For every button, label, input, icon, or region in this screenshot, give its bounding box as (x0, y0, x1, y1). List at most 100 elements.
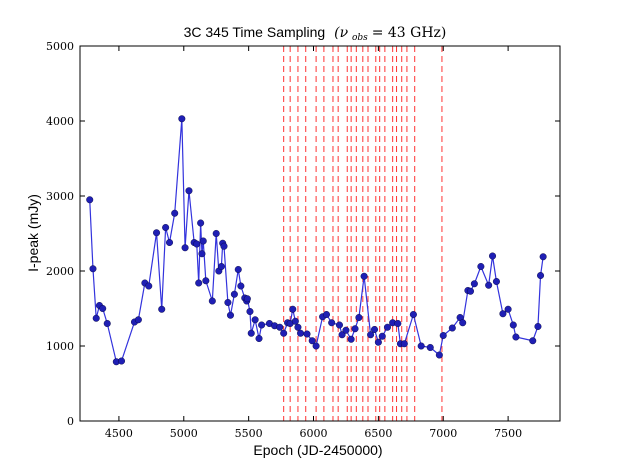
data-point-95 (509, 321, 517, 329)
data-point-73 (383, 323, 391, 331)
data-point-80 (426, 344, 434, 352)
data-point-71 (374, 338, 382, 346)
data-point-89 (477, 263, 485, 271)
title-subscript: obs (352, 33, 368, 43)
data-point-18 (181, 244, 189, 252)
data-point-14 (162, 223, 170, 231)
x-tick-label-5: 7000 (429, 427, 457, 440)
data-point-96 (512, 333, 520, 341)
data-point-94 (504, 305, 512, 313)
y-tick-label-1: 1000 (46, 340, 74, 353)
data-point-90 (485, 281, 493, 289)
data-point-7 (118, 357, 126, 365)
y-tick-label-5: 5000 (46, 40, 74, 53)
data-point-17 (178, 115, 186, 123)
data-point-33 (224, 299, 232, 307)
data-point-62 (335, 321, 343, 329)
data-point-77 (400, 340, 408, 348)
data-point-2 (92, 314, 100, 322)
data-point-9 (134, 316, 142, 324)
data-point-44 (255, 335, 263, 343)
data-point-21 (193, 240, 201, 248)
data-point-25 (199, 237, 207, 245)
data-point-98 (534, 323, 542, 331)
data-point-55 (297, 329, 305, 337)
axis-ticks: 4500 5000 5500 6000 6500 7000 7500 0 1000 2000 300… (46, 40, 560, 440)
data-point-42 (247, 329, 255, 337)
data-point-54 (294, 323, 302, 331)
data-point-83 (448, 324, 456, 332)
data-point-53 (291, 317, 299, 325)
data-point-12 (153, 229, 161, 237)
y-tick-label-3: 3000 (46, 190, 74, 203)
plot-frame (79, 45, 561, 422)
data-point-88 (470, 280, 478, 288)
data-points (86, 115, 547, 366)
vertical-markers (283, 46, 443, 421)
data-point-5 (103, 320, 111, 328)
data-point-72 (378, 332, 386, 340)
x-tick-label-4: 6500 (364, 427, 392, 440)
data-point-41 (246, 308, 254, 316)
data-point-99 (537, 272, 545, 280)
data-point-78 (409, 311, 417, 319)
data-point-58 (312, 342, 320, 350)
data-point-85 (459, 319, 467, 327)
data-point-52 (289, 305, 297, 313)
data-point-32 (220, 242, 228, 250)
data-point-4 (99, 305, 107, 313)
data-point-45 (258, 321, 266, 329)
data-point-40 (243, 295, 251, 303)
data-point-65 (347, 335, 355, 343)
data-point-100 (539, 253, 547, 261)
data-point-22 (195, 279, 203, 287)
x-tick-label-0: 4500 (105, 427, 133, 440)
data-point-70 (370, 326, 378, 334)
data-point-36 (234, 266, 242, 274)
data-point-35 (230, 290, 238, 298)
x-tick-label-1: 5000 (170, 427, 198, 440)
chart-title: 3C 345 Time Sampling (ν obs = 43 GHz) (184, 24, 447, 43)
data-point-56 (303, 330, 311, 338)
data-point-87 (466, 287, 474, 295)
data-point-60 (322, 311, 330, 319)
data-point-1 (89, 265, 97, 273)
data-point-49 (280, 329, 288, 337)
data-point-15 (166, 238, 174, 246)
title-equation: = 43 GHz) (372, 25, 447, 41)
y-tick-label-2: 2000 (46, 265, 74, 278)
data-point-97 (529, 337, 537, 345)
data-point-11 (145, 282, 153, 290)
title-math: (ν (334, 25, 348, 41)
data-point-67 (355, 314, 363, 322)
data-point-34 (226, 311, 234, 319)
data-point-57 (308, 337, 316, 345)
data-point-79 (417, 342, 425, 350)
data-point-30 (217, 263, 225, 271)
data-point-61 (328, 319, 336, 327)
data-point-68 (360, 272, 368, 280)
y-axis-label: I-peak (mJy) (25, 194, 41, 272)
y-tick-label-4: 4000 (46, 115, 74, 128)
data-point-69 (367, 331, 375, 339)
data-point-19 (185, 187, 193, 195)
title-text: 3C 345 Time Sampling (184, 24, 326, 40)
y-tick-label-0: 0 (67, 415, 74, 428)
data-point-37 (237, 282, 245, 290)
data-point-93 (499, 310, 507, 318)
data-point-66 (351, 325, 359, 333)
x-axis-label: Epoch (JD-2450000) (253, 442, 382, 458)
data-point-82 (439, 332, 447, 340)
data-point-28 (212, 229, 220, 237)
x-tick-label-2: 5500 (235, 427, 263, 440)
data-point-92 (492, 278, 500, 286)
data-point-81 (435, 351, 443, 359)
data-point-43 (251, 316, 259, 324)
data-point-16 (171, 209, 179, 217)
data-point-27 (208, 297, 216, 305)
data-point-0 (86, 196, 94, 204)
data-point-26 (202, 277, 210, 285)
data-point-64 (342, 326, 350, 334)
data-point-13 (158, 305, 166, 313)
